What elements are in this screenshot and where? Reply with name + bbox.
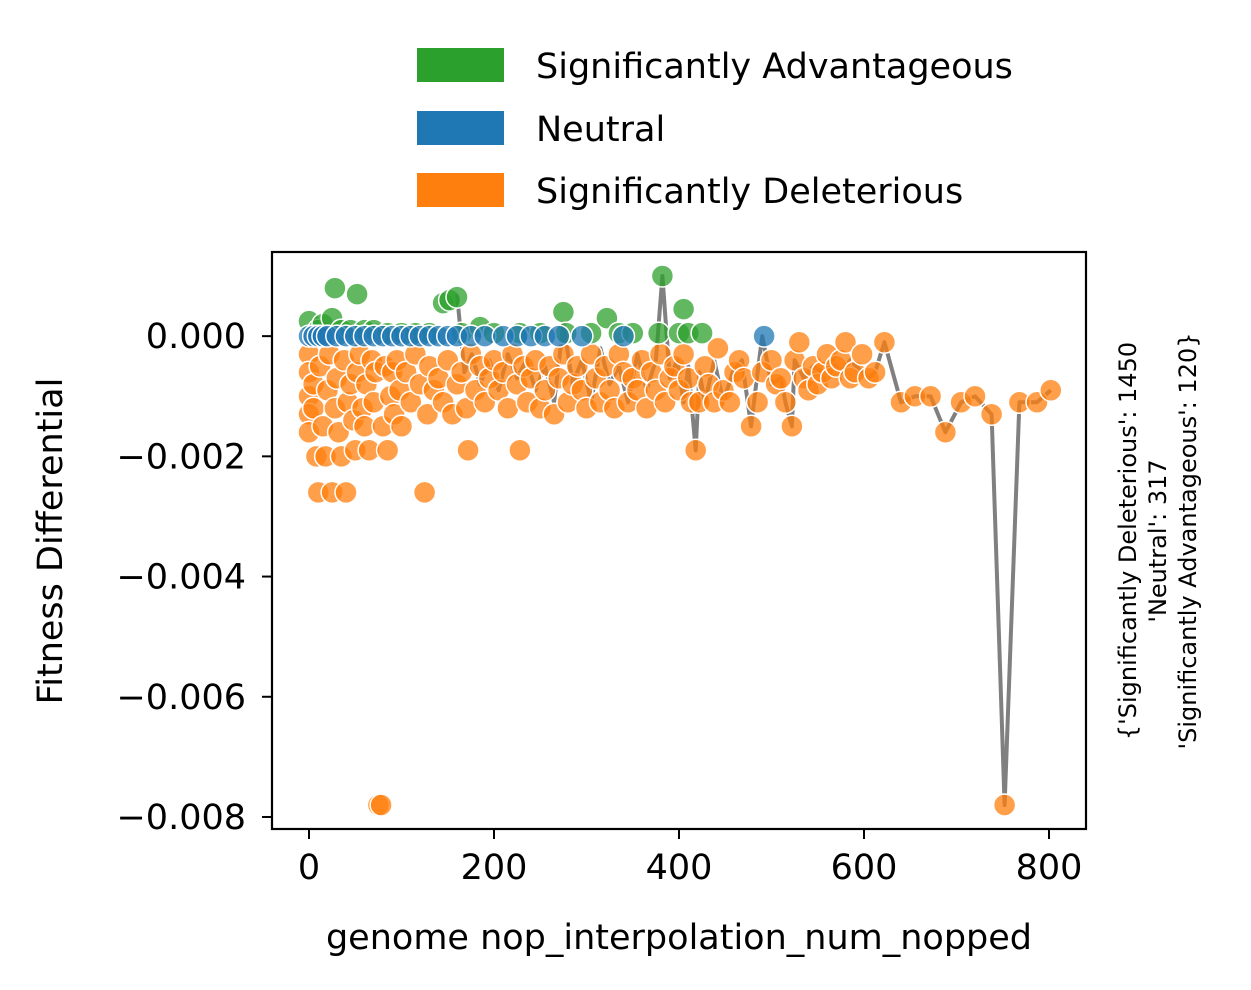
data-point [547, 324, 571, 348]
data-point [671, 342, 696, 366]
y-tick-label: −0.002 [116, 437, 246, 477]
data-point [369, 793, 393, 817]
data-point [780, 414, 804, 439]
legend-swatch-deleterious [417, 173, 504, 207]
x-tick-label: 400 [646, 848, 713, 888]
data-point [769, 366, 793, 390]
series-significantly-deleterious [297, 330, 1063, 817]
legend-swatch-neutral [417, 111, 504, 145]
y-tick-label: −0.008 [116, 798, 246, 838]
x-axis-label: genome nop_interpolation_num_nopped [326, 918, 1032, 958]
data-point [773, 390, 798, 415]
y-tick-label: −0.006 [116, 678, 246, 718]
side-note-line-3: 'Significantly Advantageous': 120} [1174, 332, 1202, 749]
legend: Significantly Advantageous Neutral Signi… [417, 47, 1013, 212]
data-point [752, 324, 776, 348]
data-point [963, 384, 987, 409]
data-point [456, 438, 480, 463]
side-note-line-1: {'Significantly Deleterious': 1450 [1114, 342, 1142, 740]
data-point [1039, 378, 1063, 402]
data-point [445, 285, 469, 309]
x-tick-label: 200 [461, 848, 528, 888]
data-point [706, 336, 730, 360]
data-point [979, 402, 1004, 427]
y-tick-label: 0.000 [146, 317, 246, 357]
data-point [690, 321, 714, 345]
data-point [646, 321, 671, 345]
data-point [551, 300, 576, 324]
data-point [345, 282, 369, 306]
data-point [389, 414, 414, 439]
data-point [334, 480, 358, 505]
data-point [992, 793, 1017, 817]
data-point [570, 324, 594, 348]
data-point [412, 480, 437, 505]
data-point [683, 438, 708, 463]
data-point [850, 342, 874, 366]
data-points-layer [297, 264, 1063, 817]
side-note-line-2: 'Neutral': 317 [1144, 459, 1172, 622]
x-tick-label: 0 [298, 848, 320, 888]
side-note: {'Significantly Deleterious': 1450 'Neut… [1114, 332, 1202, 749]
y-axis: 0.000 −0.002 −0.004 −0.006 −0.008 [116, 317, 272, 838]
data-point [739, 414, 763, 439]
y-axis-label: Fitness Differential [31, 378, 71, 705]
data-point [496, 396, 520, 421]
data-point [375, 438, 400, 463]
data-point [611, 324, 636, 348]
series-neutral [297, 324, 776, 348]
data-point [415, 402, 440, 427]
data-point [933, 420, 958, 445]
data-point [833, 330, 858, 354]
data-point [745, 390, 770, 415]
x-tick-label: 600 [831, 848, 898, 888]
data-point [650, 264, 675, 288]
data-point [918, 384, 943, 409]
data-point [872, 330, 897, 354]
data-point [787, 330, 812, 354]
y-tick-label: −0.004 [116, 558, 246, 598]
legend-label-deleterious: Significantly Deleterious [536, 172, 963, 212]
data-point [323, 276, 347, 300]
data-point [863, 360, 887, 384]
legend-label-neutral: Neutral [536, 110, 665, 150]
data-point [718, 390, 742, 415]
legend-label-advantageous: Significantly Advantageous [536, 47, 1013, 87]
x-axis: 0 200 400 600 800 [298, 829, 1083, 888]
x-tick-label: 800 [1016, 848, 1083, 888]
data-point [671, 297, 696, 321]
data-point [508, 438, 532, 463]
legend-swatch-advantageous [417, 48, 504, 82]
